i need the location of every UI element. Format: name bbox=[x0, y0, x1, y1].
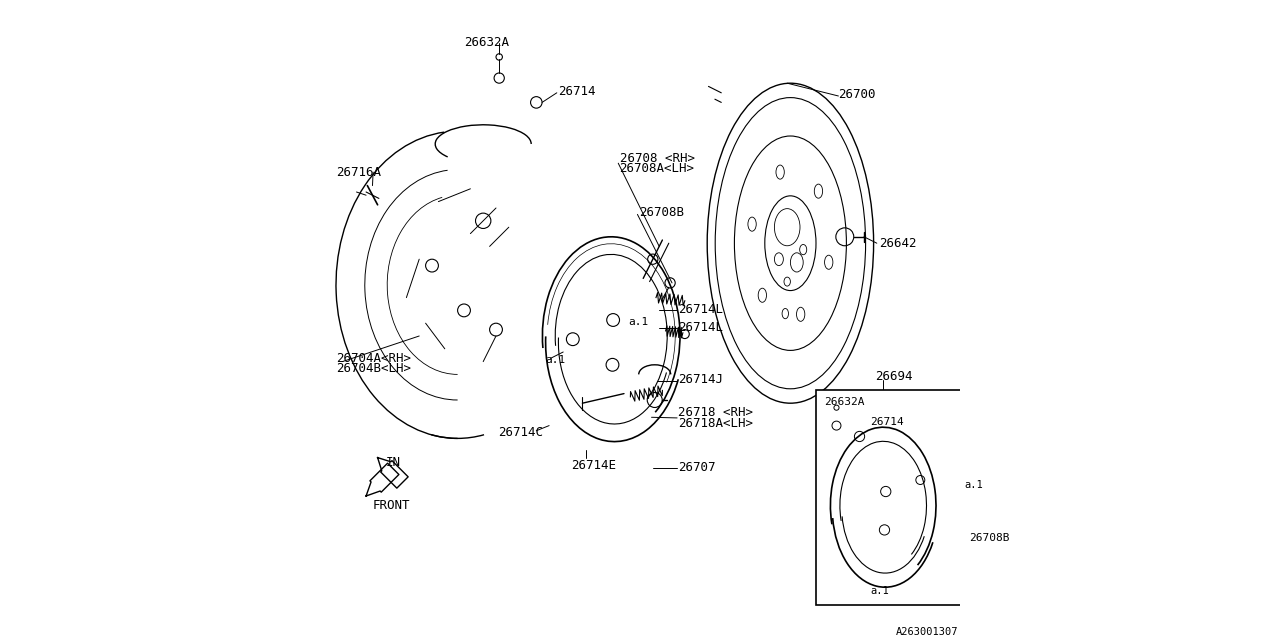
Text: 26708B: 26708B bbox=[639, 206, 684, 219]
Text: 26718 <RH>: 26718 <RH> bbox=[678, 406, 754, 419]
Text: a.1: a.1 bbox=[965, 480, 983, 490]
Text: 26704A<RH>: 26704A<RH> bbox=[335, 352, 411, 365]
Text: 26704B<LH>: 26704B<LH> bbox=[335, 362, 411, 375]
Text: 26714C: 26714C bbox=[498, 426, 543, 438]
Text: FRONT: FRONT bbox=[374, 499, 411, 512]
Bar bbox=[817, 390, 996, 605]
Text: 26718A<LH>: 26718A<LH> bbox=[678, 417, 754, 429]
Text: a.1: a.1 bbox=[870, 586, 890, 596]
Text: a.1: a.1 bbox=[628, 317, 649, 327]
Text: IN: IN bbox=[387, 456, 401, 469]
Text: 26700: 26700 bbox=[838, 88, 876, 100]
Text: 26716A: 26716A bbox=[335, 166, 381, 179]
Text: 26714L: 26714L bbox=[678, 303, 723, 316]
Text: 26714: 26714 bbox=[870, 417, 904, 428]
Text: 26714E: 26714E bbox=[571, 460, 617, 472]
Text: 26707: 26707 bbox=[678, 461, 716, 474]
Text: 26708B: 26708B bbox=[970, 532, 1010, 543]
Text: 26632A: 26632A bbox=[463, 36, 509, 49]
Text: 26708A<LH>: 26708A<LH> bbox=[620, 163, 695, 175]
Text: 26714: 26714 bbox=[558, 85, 595, 98]
Text: 26694: 26694 bbox=[876, 370, 913, 383]
Text: A263001307: A263001307 bbox=[896, 627, 959, 637]
Text: 26642: 26642 bbox=[879, 237, 916, 250]
Text: 26714L: 26714L bbox=[678, 321, 723, 333]
Text: 26708 <RH>: 26708 <RH> bbox=[620, 152, 695, 165]
Text: 26632A: 26632A bbox=[824, 397, 865, 407]
Text: 26714J: 26714J bbox=[678, 373, 723, 386]
Text: a.1: a.1 bbox=[545, 355, 566, 365]
